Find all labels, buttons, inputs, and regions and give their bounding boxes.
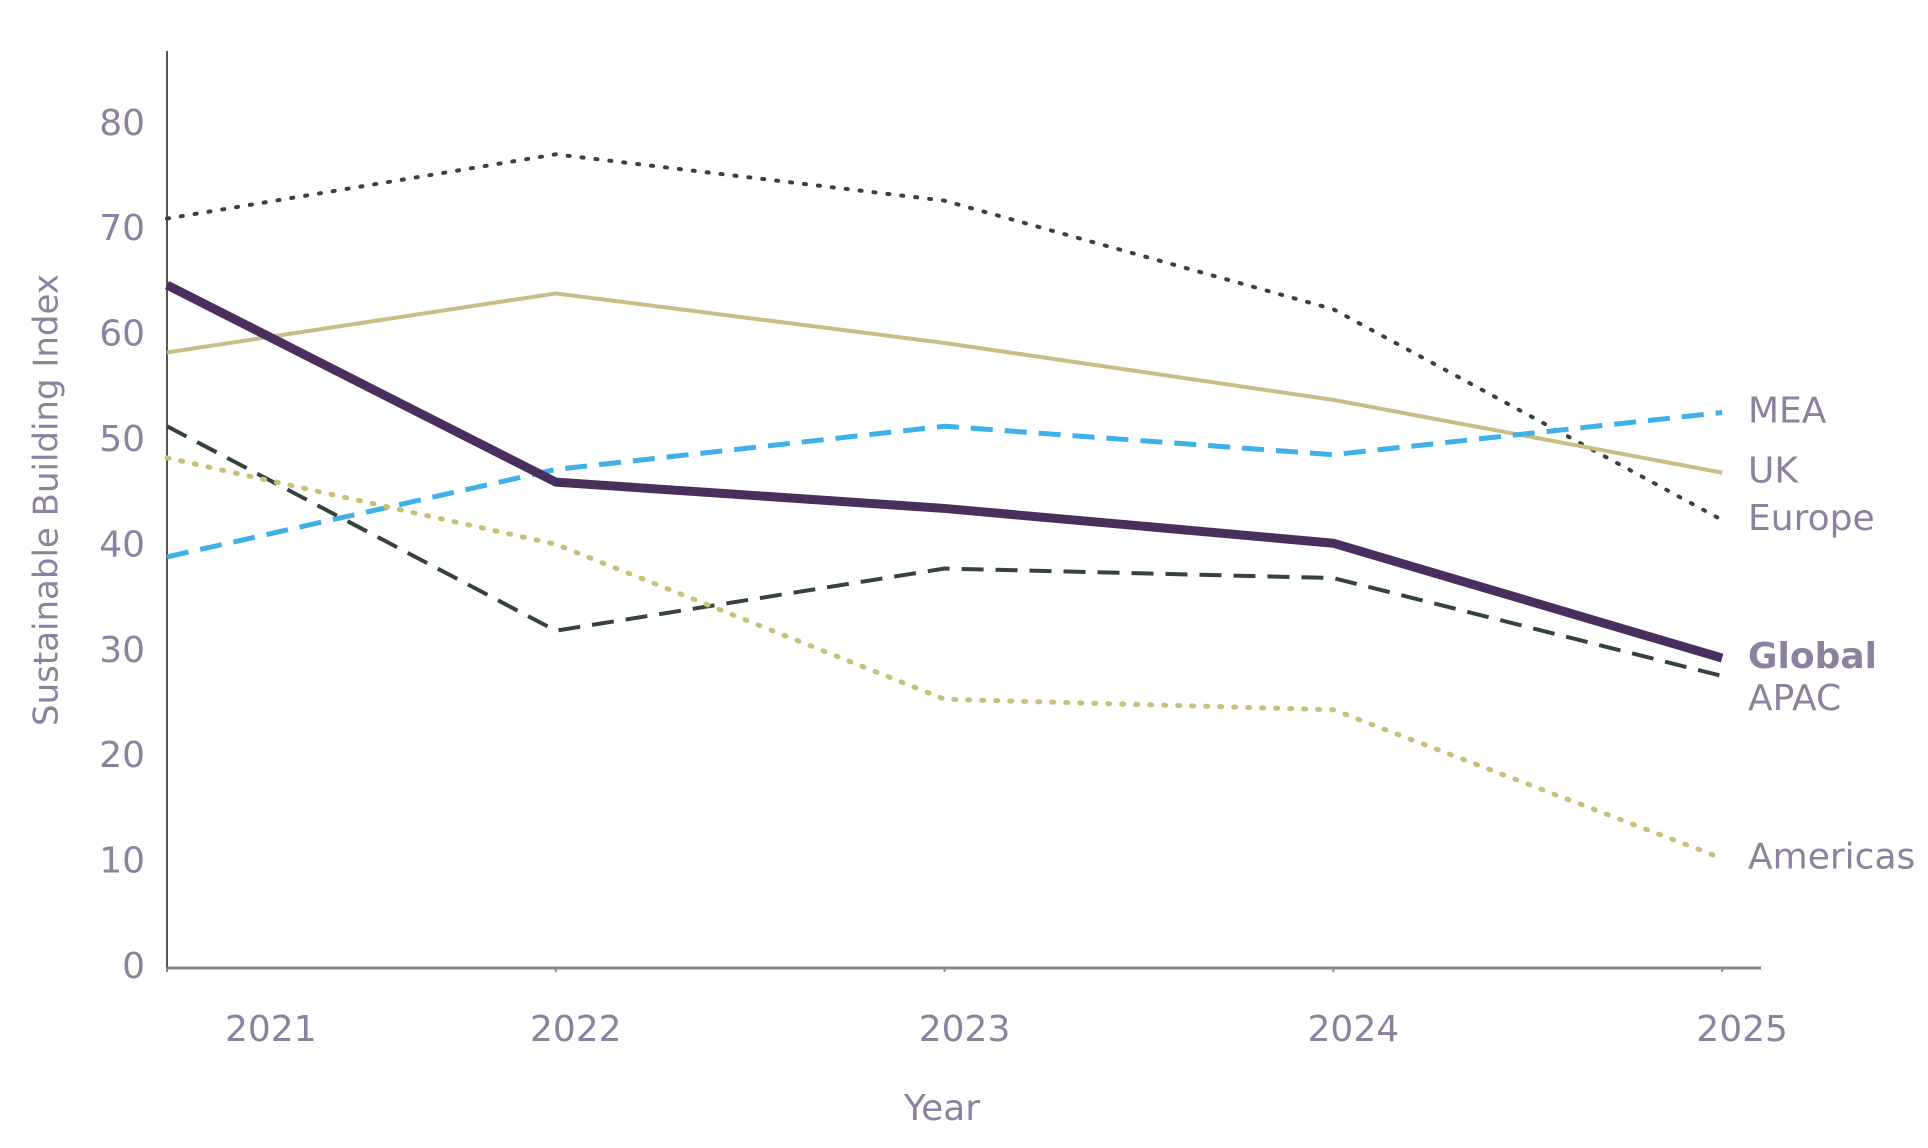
series-line	[166, 410, 1723, 560]
x-tick-label: 2024	[1308, 1009, 1400, 1050]
legend-label: Europe	[1748, 498, 1875, 539]
series-line	[166, 291, 1723, 475]
x-tick-label: 2022	[530, 1009, 622, 1050]
x-axis-label: Year	[903, 1088, 980, 1129]
legend-label: UK	[1748, 451, 1799, 492]
series-line	[164, 280, 1724, 663]
legend-label: Americas	[1748, 836, 1915, 877]
y-axis-label: Sustainable Building Index	[27, 274, 67, 726]
y-tick-label: 50	[99, 419, 145, 460]
y-tick-label: 10	[99, 841, 145, 882]
x-tick-label: 2023	[919, 1009, 1011, 1050]
series-line	[164, 455, 1725, 861]
series-line	[166, 424, 1723, 678]
legend-label: Global	[1748, 636, 1877, 677]
y-tick-label: 40	[99, 524, 145, 565]
y-tick-label: 60	[99, 314, 145, 355]
x-tick-label: 2021	[225, 1009, 317, 1050]
y-tick-label: 30	[99, 630, 145, 671]
y-tick-label: 80	[99, 103, 145, 144]
legend-label: APAC	[1748, 678, 1841, 719]
y-tick-label: 20	[99, 735, 145, 776]
legend-label: MEA	[1748, 391, 1827, 432]
series-line	[165, 152, 1725, 523]
x-tick-label: 2025	[1696, 1009, 1788, 1050]
y-tick-label: 0	[122, 946, 145, 987]
y-tick-label: 70	[99, 208, 145, 249]
